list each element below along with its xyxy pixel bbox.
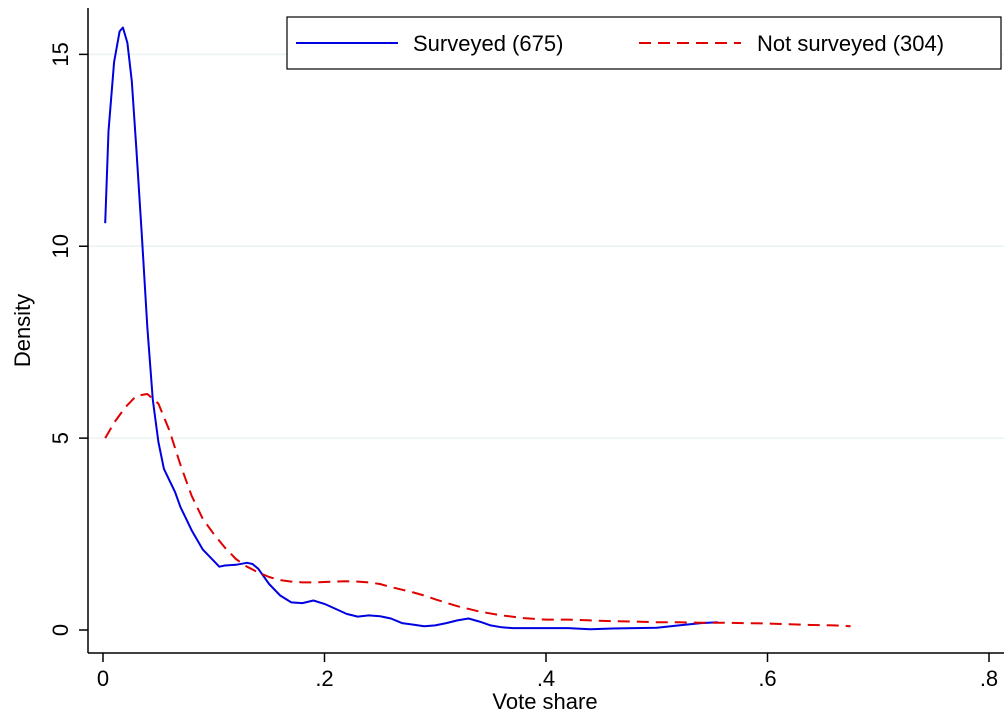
series-line-surveyed bbox=[104, 26, 718, 631]
series-line-not-surveyed bbox=[104, 393, 851, 628]
y-tick-label-5: 5 bbox=[48, 432, 73, 444]
x-tick-label-0: 0 bbox=[97, 666, 109, 691]
x-tick-label-2: .4 bbox=[537, 666, 555, 691]
x-tick-label-3: .6 bbox=[758, 666, 776, 691]
y-ticks: 0 5 10 15 bbox=[48, 42, 88, 636]
x-ticks: 0 .2 .4 .6 .8 bbox=[97, 653, 998, 691]
y-axis-label: Density bbox=[10, 294, 35, 367]
axes bbox=[87, 8, 1004, 654]
y-tick-label-0: 0 bbox=[48, 624, 73, 636]
series-layer bbox=[104, 26, 851, 631]
x-axis-label: Vote share bbox=[492, 689, 597, 714]
y-tick-label-15: 15 bbox=[48, 42, 73, 66]
y-tick-label-10: 10 bbox=[48, 234, 73, 258]
legend: Surveyed (675) Not surveyed (304) bbox=[286, 16, 1002, 70]
gridlines bbox=[88, 53, 1004, 439]
x-tick-label-4: .8 bbox=[980, 666, 998, 691]
legend-label-surveyed: Surveyed (675) bbox=[413, 31, 563, 56]
legend-label-not-surveyed: Not surveyed (304) bbox=[757, 31, 944, 56]
x-tick-label-1: .2 bbox=[315, 666, 333, 691]
